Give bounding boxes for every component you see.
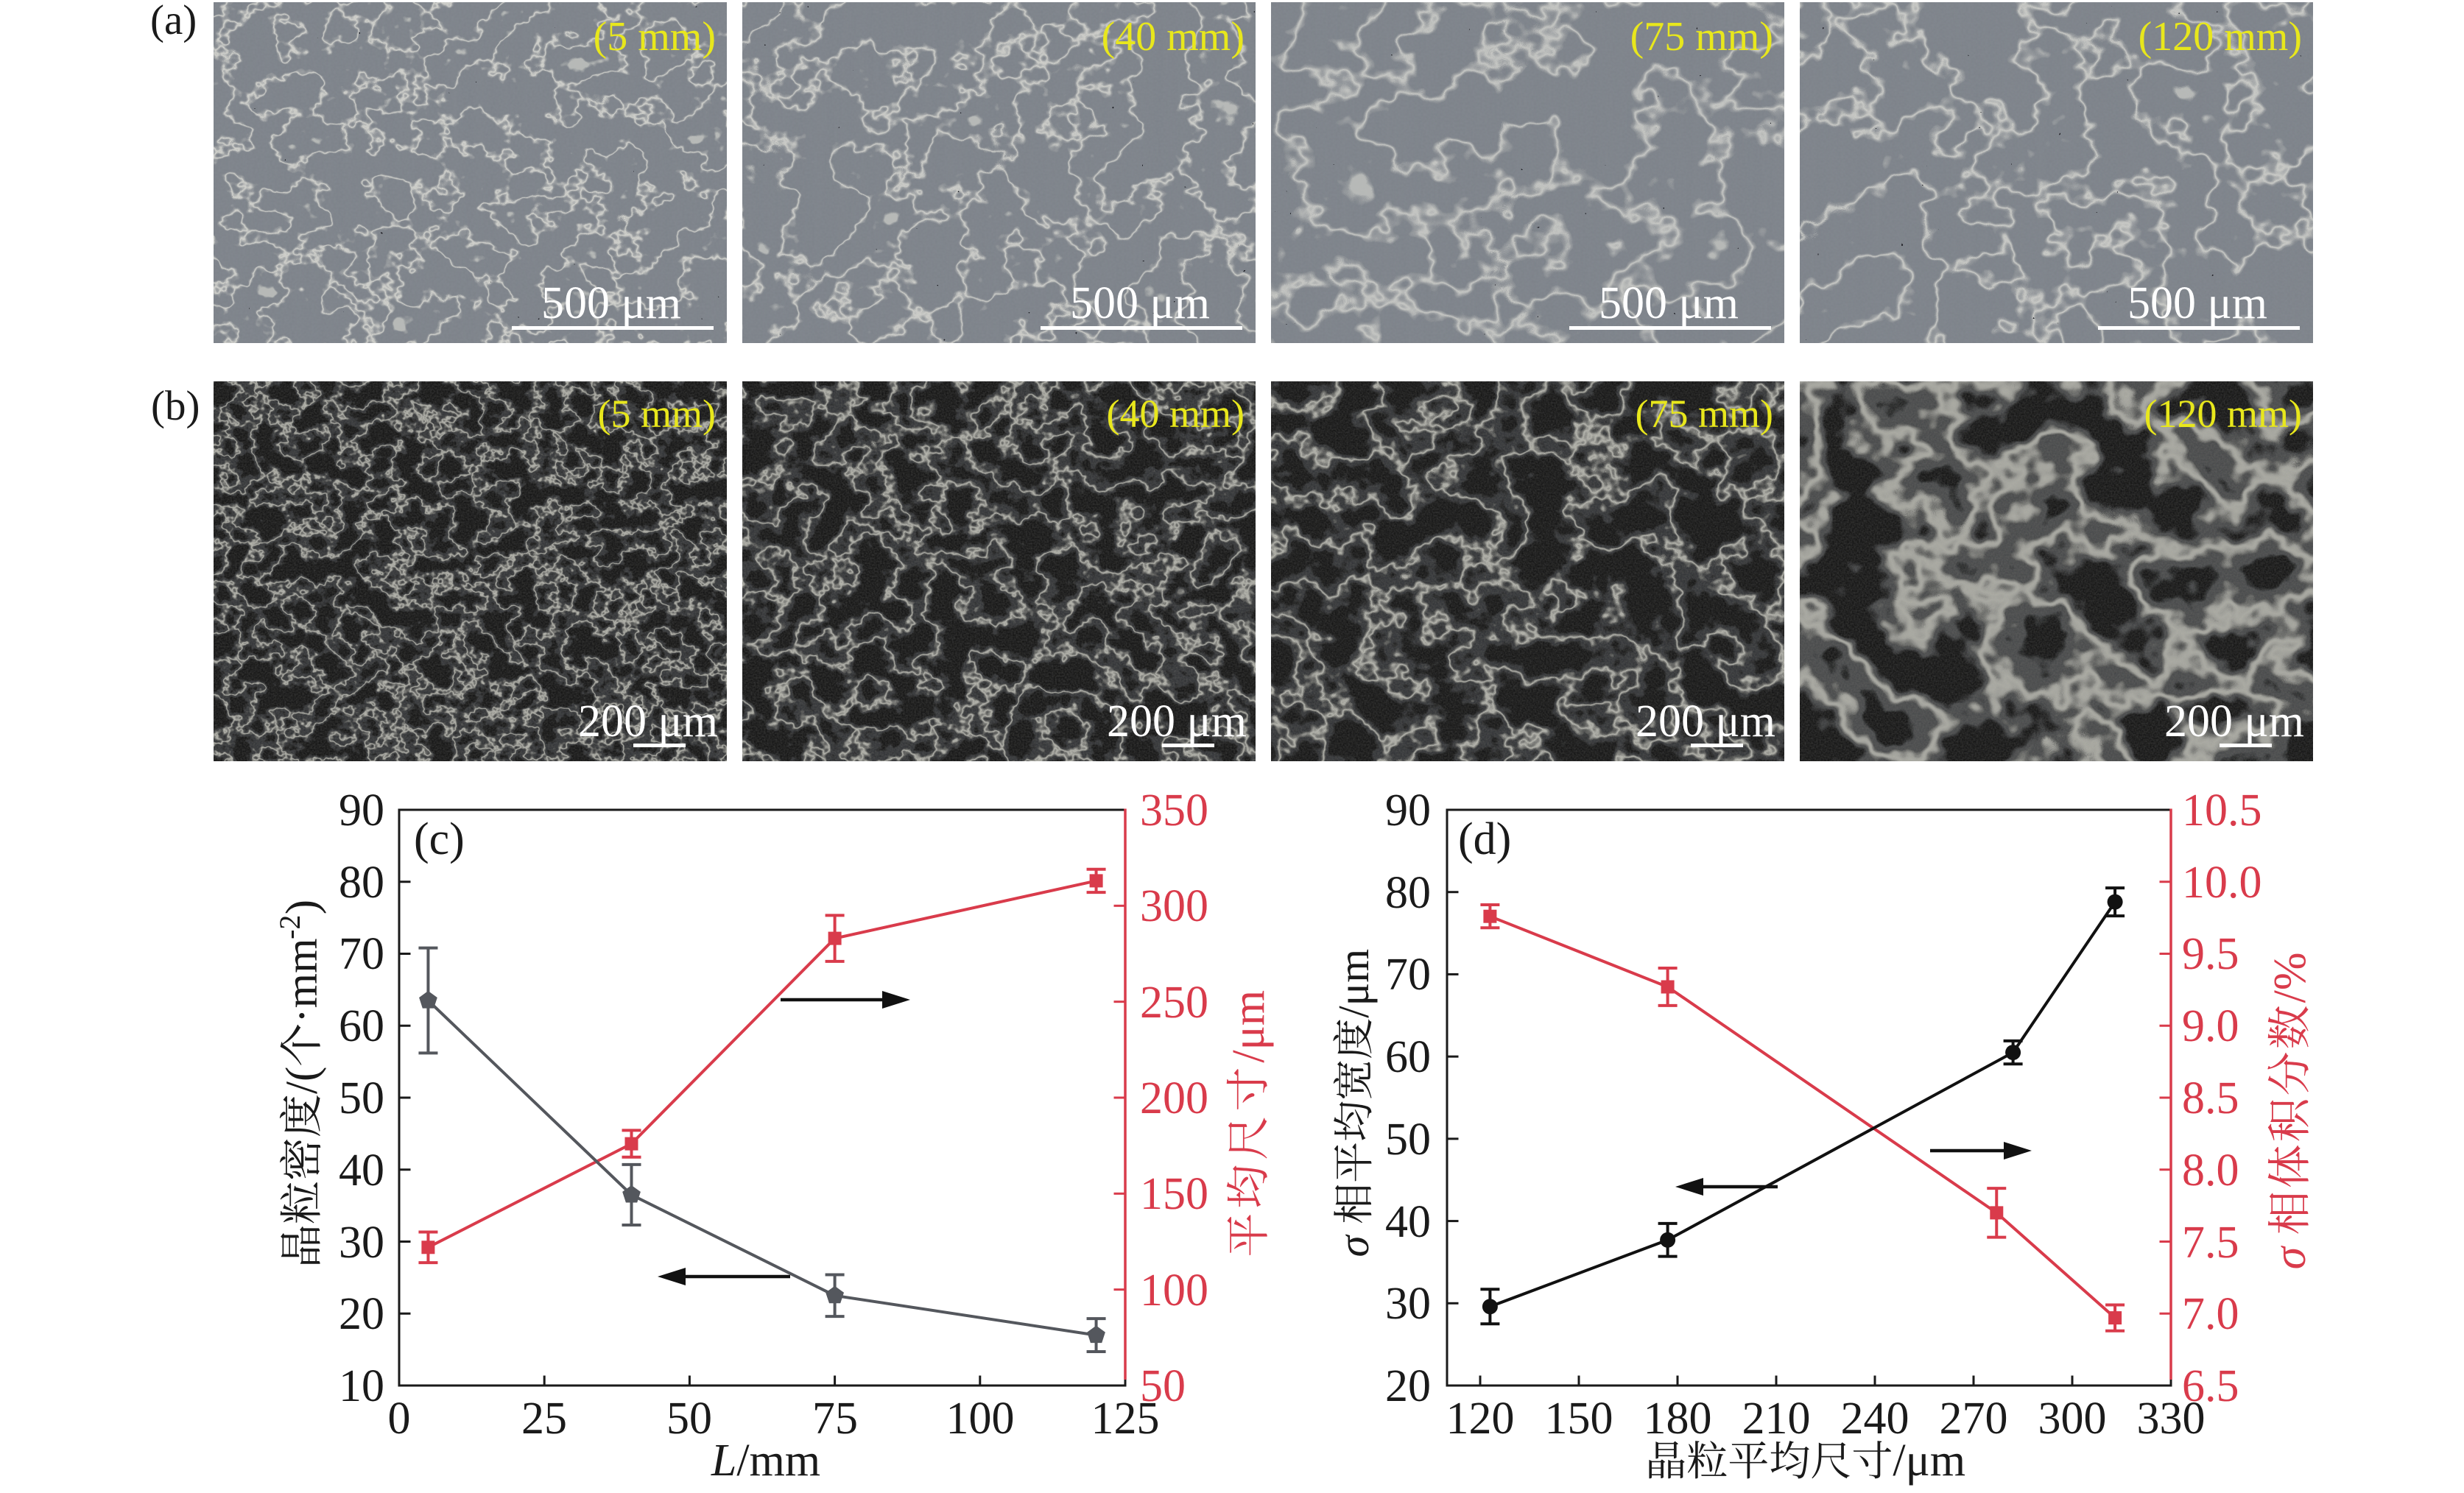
svg-text:/(: /( bbox=[278, 1067, 327, 1094]
svg-text:50: 50 bbox=[1385, 1115, 1431, 1165]
svg-text:200 μm: 200 μm bbox=[1636, 696, 1775, 746]
svg-text:σ: σ bbox=[1329, 1235, 1378, 1257]
svg-text:90: 90 bbox=[1385, 786, 1431, 836]
svg-text:L/mm: L/mm bbox=[711, 1436, 820, 1486]
svg-text:500 μm: 500 μm bbox=[2127, 278, 2267, 328]
svg-text:10.0: 10.0 bbox=[2182, 858, 2262, 908]
svg-text:·mm: ·mm bbox=[278, 938, 327, 1023]
svg-text:10.5: 10.5 bbox=[2182, 786, 2262, 836]
svg-text:(40 mm): (40 mm) bbox=[1107, 392, 1245, 436]
svg-text:9.0: 9.0 bbox=[2182, 1001, 2239, 1051]
svg-text:60: 60 bbox=[339, 1001, 384, 1051]
svg-text:500 μm: 500 μm bbox=[541, 278, 681, 328]
svg-text:7.0: 7.0 bbox=[2182, 1289, 2239, 1339]
svg-text:10: 10 bbox=[339, 1361, 384, 1411]
svg-text:80: 80 bbox=[339, 858, 384, 908]
svg-text:200 μm: 200 μm bbox=[1107, 696, 1247, 746]
svg-text:25: 25 bbox=[521, 1394, 567, 1444]
svg-text:200 μm: 200 μm bbox=[578, 696, 718, 746]
svg-text:0: 0 bbox=[388, 1394, 411, 1444]
svg-text:500 μm: 500 μm bbox=[1070, 278, 1210, 328]
svg-text:40: 40 bbox=[339, 1146, 384, 1196]
svg-text:330: 330 bbox=[2137, 1394, 2206, 1444]
svg-text:9.5: 9.5 bbox=[2182, 929, 2239, 979]
svg-text:50: 50 bbox=[339, 1073, 384, 1123]
svg-text:8.5: 8.5 bbox=[2182, 1073, 2239, 1123]
svg-text:500 μm: 500 μm bbox=[1599, 278, 1739, 328]
svg-text:40: 40 bbox=[1385, 1197, 1431, 1247]
svg-text:(75 mm): (75 mm) bbox=[1636, 392, 1773, 436]
svg-text:70: 70 bbox=[1385, 950, 1431, 1000]
svg-text:(c): (c) bbox=[414, 814, 465, 864]
svg-text:(75 mm): (75 mm) bbox=[1630, 14, 1773, 60]
svg-text:120: 120 bbox=[1446, 1394, 1515, 1444]
svg-text:30: 30 bbox=[1385, 1279, 1431, 1329]
svg-text:350: 350 bbox=[1140, 786, 1208, 836]
svg-text:210: 210 bbox=[1742, 1394, 1811, 1444]
svg-text:250: 250 bbox=[1140, 978, 1208, 1028]
svg-text:50: 50 bbox=[666, 1394, 712, 1444]
svg-text:70: 70 bbox=[339, 929, 384, 979]
svg-text:/μm: /μm bbox=[1224, 990, 1274, 1063]
svg-text:100: 100 bbox=[946, 1394, 1015, 1444]
svg-text:90: 90 bbox=[339, 786, 384, 836]
svg-text:240: 240 bbox=[1841, 1394, 1909, 1444]
svg-text:8.0: 8.0 bbox=[2182, 1146, 2239, 1196]
svg-text:20: 20 bbox=[1385, 1361, 1431, 1411]
svg-text:50: 50 bbox=[1140, 1361, 1186, 1411]
svg-text:300: 300 bbox=[1140, 881, 1208, 931]
svg-text:75: 75 bbox=[812, 1394, 858, 1444]
svg-text:/μm: /μm bbox=[1329, 949, 1378, 1018]
svg-text:/%: /% bbox=[2265, 953, 2315, 1003]
svg-text:(40 mm): (40 mm) bbox=[1102, 14, 1245, 60]
svg-text:(5 mm): (5 mm) bbox=[594, 14, 716, 60]
svg-text:60: 60 bbox=[1385, 1032, 1431, 1082]
svg-text:(120 mm): (120 mm) bbox=[2144, 392, 2302, 436]
svg-text:125: 125 bbox=[1091, 1394, 1160, 1444]
svg-text:100: 100 bbox=[1140, 1266, 1208, 1316]
svg-text:7.5: 7.5 bbox=[2182, 1218, 2239, 1268]
svg-text:): ) bbox=[278, 900, 327, 914]
svg-text:200: 200 bbox=[1140, 1073, 1208, 1123]
svg-text:(5 mm): (5 mm) bbox=[598, 392, 716, 436]
svg-text:6.5: 6.5 bbox=[2182, 1361, 2239, 1411]
svg-text:20: 20 bbox=[339, 1289, 384, 1339]
svg-text:180: 180 bbox=[1644, 1394, 1712, 1444]
svg-text:300: 300 bbox=[2038, 1394, 2107, 1444]
svg-text:σ: σ bbox=[2265, 1245, 2315, 1269]
svg-text:200 μm: 200 μm bbox=[2164, 696, 2304, 746]
svg-text:(a): (a) bbox=[150, 0, 197, 43]
svg-text:/μm: /μm bbox=[1893, 1436, 1965, 1486]
svg-text:270: 270 bbox=[1940, 1394, 2008, 1444]
svg-text:-2: -2 bbox=[273, 915, 306, 939]
svg-text:(120 mm): (120 mm) bbox=[2139, 14, 2302, 60]
svg-text:(b): (b) bbox=[151, 383, 200, 429]
svg-text:80: 80 bbox=[1385, 868, 1431, 918]
svg-text:150: 150 bbox=[1545, 1394, 1613, 1444]
svg-text:(d): (d) bbox=[1458, 814, 1511, 864]
svg-text:150: 150 bbox=[1140, 1169, 1208, 1219]
svg-text:30: 30 bbox=[339, 1218, 384, 1268]
